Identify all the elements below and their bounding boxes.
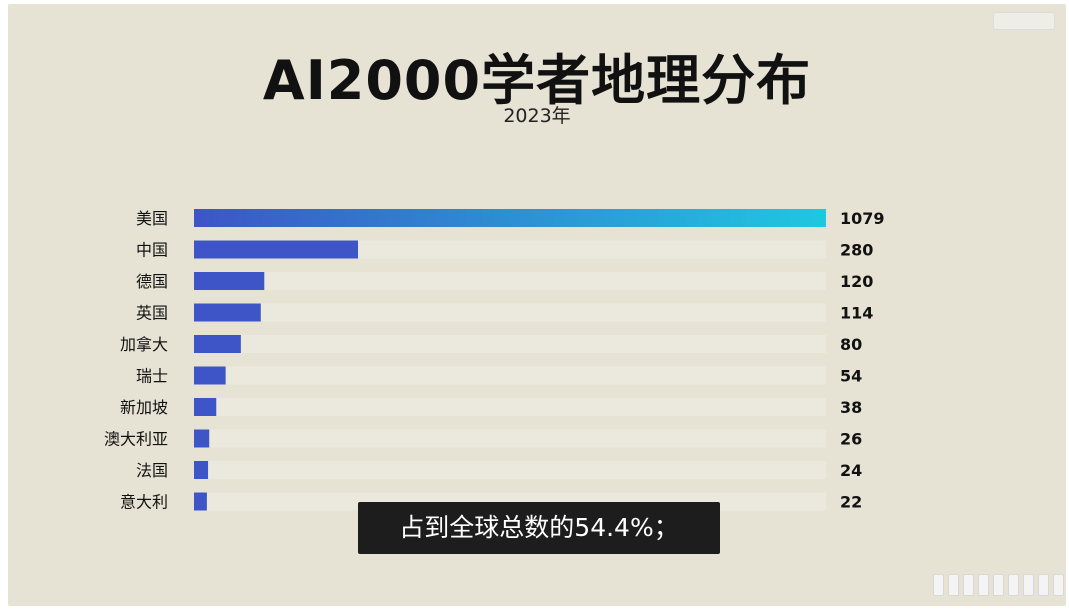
data-label: 120 — [840, 272, 873, 291]
bar-track — [194, 461, 826, 479]
bar — [194, 272, 265, 290]
bar-track — [194, 366, 826, 385]
category-label: 加拿大 — [120, 335, 168, 354]
top-right-badge — [993, 12, 1055, 30]
chart-title: AI2000学者地理分布 — [262, 49, 812, 112]
category-label: 新加坡 — [120, 398, 168, 417]
bar-track — [194, 398, 826, 416]
bar-chart: 美国 1079 中国 280 德国 120 英国 114 加拿大 80 瑞士 54 新加坡 38 澳大利亚 2… — [104, 209, 885, 512]
category-label: 意大利 — [120, 493, 168, 512]
bar — [194, 429, 210, 448]
data-label: 26 — [840, 430, 862, 449]
watermark-icon — [933, 574, 1066, 596]
bar-track — [194, 335, 826, 353]
chart-frame: AI2000学者地理分布 2023年 美国 1079 中国 280 德国 120 英国 114… — [8, 4, 1066, 606]
data-label: 24 — [840, 461, 862, 480]
data-label: 38 — [840, 398, 862, 417]
bar — [194, 492, 207, 511]
category-label: 中国 — [136, 241, 168, 260]
data-label: 280 — [840, 241, 873, 260]
bar-track — [194, 272, 826, 290]
category-label: 美国 — [136, 209, 168, 228]
data-label: 80 — [840, 335, 862, 354]
data-label: 54 — [840, 367, 862, 386]
bar-track — [194, 429, 826, 448]
subtitle-caption: 占到全球总数的54.4%； — [358, 502, 720, 554]
category-label: 法国 — [136, 461, 168, 480]
category-label: 英国 — [136, 304, 168, 323]
chart-subtitle: 2023年 — [503, 105, 571, 127]
bar — [194, 335, 241, 353]
bar — [194, 461, 209, 479]
bar — [194, 366, 226, 385]
bar — [194, 240, 359, 259]
category-label: 澳大利亚 — [104, 430, 168, 449]
category-label: 德国 — [136, 272, 168, 291]
bar-track — [194, 303, 826, 322]
data-label: 22 — [840, 493, 862, 512]
data-label: 1079 — [840, 209, 885, 228]
category-label: 瑞士 — [136, 367, 168, 386]
data-label: 114 — [840, 304, 873, 323]
bar — [194, 398, 217, 416]
bar — [194, 209, 826, 227]
bar — [194, 303, 261, 322]
